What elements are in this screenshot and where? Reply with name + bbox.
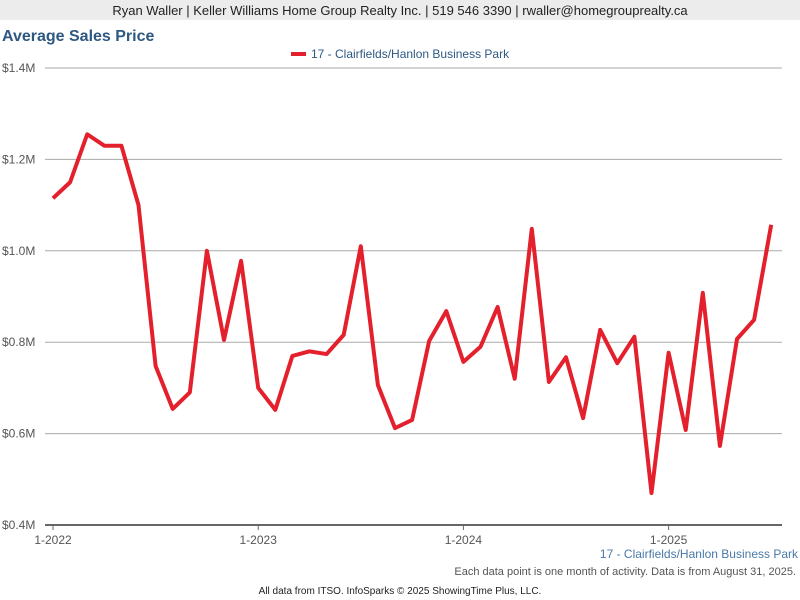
y-tick-label: $0.6M xyxy=(2,427,35,441)
y-tick-label: $0.8M xyxy=(2,335,35,349)
x-tick-label: 1-2024 xyxy=(445,533,483,547)
credit: All data from ITSO. InfoSparks © 2025 Sh… xyxy=(259,586,542,597)
y-tick-label: $1.0M xyxy=(2,244,35,258)
x-tick-label: 1-2025 xyxy=(650,533,688,547)
chart-title: Average Sales Price xyxy=(2,28,155,45)
series-line xyxy=(51,132,774,496)
legend-label: 17 - Clairfields/Hanlon Business Park xyxy=(311,47,510,61)
note: Each data point is one month of activity… xyxy=(454,566,796,578)
header-bar xyxy=(0,0,800,20)
y-tick-label: $1.2M xyxy=(2,152,35,166)
plot: 17 - Clairfields/Hanlon Business Park $0.… xyxy=(2,47,782,547)
x-tick-label: 1-2023 xyxy=(240,533,278,547)
x-tick-label: 1-2022 xyxy=(34,533,72,547)
header: Ryan Waller | Keller Williams Home Group… xyxy=(112,3,688,18)
y-tick-label: $1.4M xyxy=(2,61,35,75)
y-tick-label: $0.4M xyxy=(2,518,35,532)
series-label: 17 - Clairfields/Hanlon Business Park xyxy=(600,547,799,561)
